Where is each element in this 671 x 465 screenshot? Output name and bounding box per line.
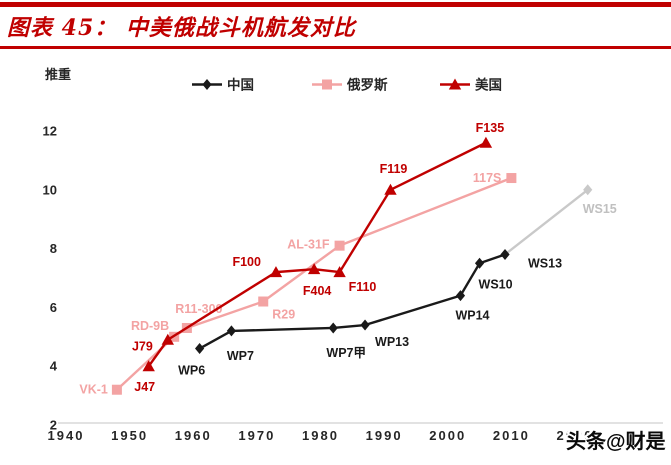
series-china-segment-3	[333, 323, 366, 330]
legend-label-china: 中国	[227, 77, 254, 93]
point-label-russia-117s-5: 117S	[473, 171, 502, 185]
title-top-bar	[0, 2, 671, 7]
point-label-usa-j79-1: J79	[132, 340, 153, 354]
point-marker-russia-vk1-0	[111, 384, 122, 395]
point-marker-usa-f404-3	[307, 263, 321, 275]
y-tick-label-10: 10	[43, 182, 57, 197]
point-label-china-ws13-6: WS13	[528, 256, 562, 270]
series-china-segment-2	[231, 326, 334, 333]
point-label-china-wp7-2: WP7甲	[326, 346, 366, 360]
y-tick-label-12: 12	[43, 124, 57, 139]
y-axis-title: 推重	[45, 67, 72, 82]
x-tick-label-1970: 1970	[238, 428, 275, 443]
series-china-segment-5	[459, 262, 481, 297]
series-russia-segment-5	[339, 176, 512, 247]
x-tick-label-2020: 2020	[557, 428, 594, 443]
point-label-china-wp7-1: WP7	[227, 349, 254, 363]
point-label-russia-vk1-0: VK-1	[79, 383, 108, 397]
point-marker-china-wp14-4	[455, 290, 466, 302]
legend-label-russia: 俄罗斯	[346, 77, 388, 93]
point-label-usa-f404-3: F404	[303, 284, 332, 298]
x-tick-label-1990: 1990	[366, 428, 403, 443]
point-marker-usa-f110-4	[333, 266, 346, 278]
x-tick-label-1980: 1980	[302, 428, 339, 443]
point-marker-china-ws15-7	[583, 184, 593, 196]
point-marker-usa-j79-1	[161, 333, 174, 345]
point-label-russia-r29-3: R29	[272, 308, 295, 322]
point-label-usa-f119-5: F119	[380, 162, 408, 176]
point-label-china-ws10-5: WS10	[479, 277, 513, 291]
x-tick-label-1940: 1940	[48, 428, 85, 443]
point-marker-china-wp7-1	[226, 325, 237, 337]
point-marker-russia-al31f-4	[334, 240, 345, 251]
point-label-russia-al31f-4: AL-31F	[287, 238, 330, 252]
series-usa-segment-4	[313, 267, 340, 274]
y-tick-label-2: 2	[50, 418, 57, 433]
legend-label-usa: 美国	[475, 77, 502, 93]
point-label-china-wp6-0: WP6	[178, 364, 205, 378]
legend-marker-russia	[322, 79, 332, 90]
series-usa-segment-3	[275, 267, 315, 274]
series-russia-segment-4	[262, 244, 341, 303]
point-marker-china-ws10-5	[474, 257, 485, 269]
point-label-usa-f135-6: F135	[476, 121, 505, 135]
point-label-china-wp14-4: WP14	[455, 309, 489, 323]
point-marker-russia-r29-3	[258, 296, 269, 307]
point-marker-usa-f100-2	[269, 266, 283, 278]
point-marker-usa-f119-5	[384, 183, 397, 195]
series-china-segment-1	[199, 329, 233, 350]
point-marker-china-wp6-0	[195, 343, 205, 355]
title-underline	[0, 46, 671, 49]
y-tick-label-8: 8	[50, 241, 57, 256]
series-usa-segment-6	[389, 141, 487, 191]
legend-marker-china	[202, 79, 212, 90]
point-marker-usa-j47-0	[142, 360, 155, 372]
series-usa-segment-2	[167, 271, 277, 341]
legend-marker-usa	[448, 78, 462, 90]
series-russia-segment-3	[186, 300, 264, 330]
point-label-russia-rd9b-1: RD-9B	[131, 319, 169, 333]
y-tick-label-6: 6	[50, 300, 57, 315]
watermark: 头条@财是	[566, 431, 666, 453]
figure-title: 图表 45： 中美俄战斗机航发对比	[7, 15, 356, 41]
y-tick-label-4: 4	[50, 359, 58, 374]
series-china-segment-6	[479, 253, 506, 265]
x-tick-label-2000: 2000	[429, 428, 466, 443]
point-label-china-ws15-7: WS15	[583, 202, 617, 216]
point-label-usa-f100-2: F100	[232, 255, 261, 269]
x-tick-label-2010: 2010	[493, 428, 530, 443]
series-usa-segment-5	[338, 189, 392, 273]
series-china-segment-4	[364, 294, 461, 327]
point-label-usa-j47-0: J47	[134, 380, 155, 394]
x-tick-label-1960: 1960	[175, 428, 212, 443]
point-label-usa-f110-4: F110	[349, 280, 377, 294]
x-tick-label-1950: 1950	[111, 428, 148, 443]
series-china-segment-7	[504, 188, 589, 256]
point-marker-china-wp13-3	[360, 319, 370, 331]
point-marker-china-wp7-2	[328, 322, 338, 334]
point-marker-russia-117s-5	[506, 173, 517, 184]
point-marker-china-ws13-6	[500, 248, 510, 260]
point-label-china-wp13-3: WP13	[375, 335, 409, 349]
point-marker-usa-f135-6	[479, 136, 493, 148]
